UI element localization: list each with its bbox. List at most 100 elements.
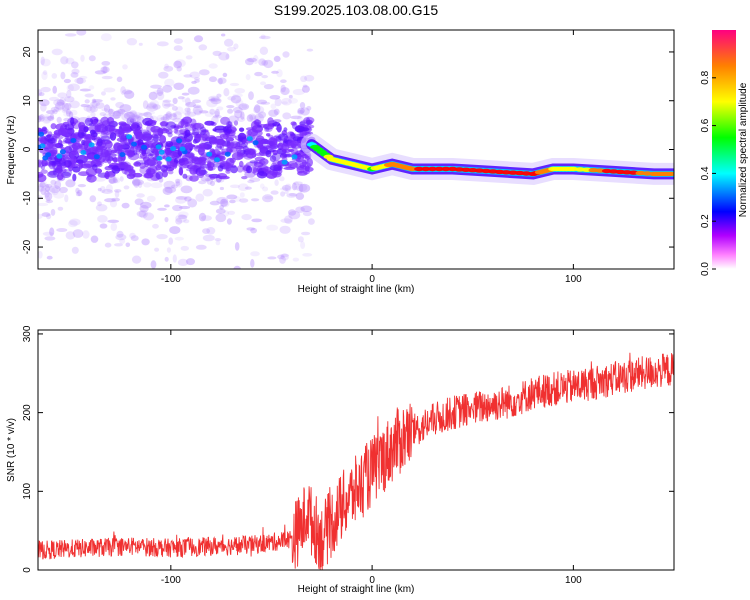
spectral-blob (49, 227, 55, 237)
spectral-blob (59, 186, 68, 194)
spectral-blob (246, 10, 257, 16)
spectral-blob (56, 228, 68, 232)
spectral-blob (120, 86, 126, 95)
spectrogram-y-label: Frequency (Hz) (6, 116, 17, 185)
spectral-blob (63, 78, 71, 84)
spectral-blob (228, 115, 239, 123)
spectral-blob (173, 60, 182, 69)
spectral-blob (184, 129, 191, 137)
spectral-blob (101, 108, 108, 112)
spectral-blob (104, 166, 113, 171)
spectral-blob (208, 136, 218, 145)
spectral-blob (163, 65, 174, 72)
spectral-blob (237, 183, 249, 191)
spectral-blob (254, 113, 264, 123)
spectral-blob (183, 74, 193, 78)
spectral-blob (298, 127, 310, 132)
spectral-blob (284, 215, 293, 224)
spectral-blob (157, 207, 167, 211)
spectral-blob (172, 112, 177, 118)
spectral-blob (76, 77, 84, 85)
spectral-blob (246, 165, 252, 174)
spectral-blob (110, 97, 116, 101)
spectral-blob (139, 162, 146, 169)
spectral-blob (145, 111, 156, 115)
spectral-blob (45, 185, 51, 193)
spectral-blob (202, 188, 213, 197)
spectral-blob (177, 258, 189, 266)
spectral-blob (260, 101, 271, 105)
spectral-blob (167, 170, 174, 175)
spectral-blob (144, 172, 154, 179)
spectral-blob (92, 99, 103, 103)
spectral-blob (204, 178, 210, 182)
spectral-blob (39, 182, 46, 188)
spectral-blob (174, 236, 184, 241)
spectral-blob (300, 205, 313, 213)
spectral-blob (76, 30, 87, 36)
spectral-blob (260, 183, 265, 189)
spectral-blob (64, 33, 77, 37)
spectral-blob (121, 89, 133, 95)
spectral-blob (208, 98, 221, 102)
spectral-blob (128, 151, 135, 156)
spectral-blob (126, 38, 138, 46)
spectral-blob (229, 157, 236, 163)
spectral-blob (306, 105, 312, 111)
spectral-blob (124, 90, 135, 99)
spectral-blob (183, 219, 190, 224)
spectral-blob (297, 107, 305, 114)
spectral-blob (181, 92, 190, 96)
spectral-blob (250, 121, 258, 130)
spectral-blob (206, 98, 218, 108)
spectral-blob (199, 165, 205, 170)
spectral-blob (75, 187, 80, 194)
spectral-blob (173, 128, 179, 134)
spectral-blob (245, 74, 251, 81)
spectral-blob (279, 255, 286, 264)
spectral-blob (232, 93, 243, 98)
spectral-blob (209, 76, 217, 83)
spectral-blob (157, 128, 170, 134)
spectral-blob (84, 16, 94, 20)
spectral-blob (86, 104, 93, 109)
spectral-blob (80, 104, 87, 108)
colorbar-ticks: 0.0 0.2 0.4 0.6 0.8 (700, 70, 716, 276)
spectral-peak (38, 131, 45, 137)
spectral-blob (173, 82, 185, 91)
spectral-blob (264, 127, 270, 132)
spectral-blob (164, 78, 175, 87)
spectral-blob (241, 214, 252, 221)
spectral-blob (49, 147, 58, 155)
spectral-blob (258, 111, 267, 119)
spectral-blob (38, 251, 43, 259)
spectral-blob (97, 215, 108, 223)
spectral-blob (187, 198, 198, 208)
spectral-blob (162, 186, 173, 195)
spectral-blob (83, 126, 89, 133)
spectral-blob (85, 167, 97, 177)
spectral-blob (39, 92, 45, 97)
spectral-blob (104, 198, 116, 203)
spectral-blob (218, 175, 230, 180)
spectral-blob (83, 105, 93, 112)
x-tick-label: 0 (369, 274, 375, 285)
spectral-blob (84, 146, 91, 151)
spectral-blob (273, 55, 281, 63)
spectral-blob (156, 91, 165, 101)
spectral-blob (225, 127, 232, 134)
spectral-blob (51, 73, 58, 79)
spectral-blob (189, 152, 194, 161)
spectral-blob (116, 230, 124, 238)
spectral-blob (38, 115, 44, 120)
spectral-blob (295, 192, 305, 200)
spectral-blob (111, 197, 120, 202)
spectral-blob (284, 190, 289, 195)
spectral-blob (144, 162, 149, 168)
spectral-blob (38, 89, 43, 97)
spectral-blob (106, 147, 115, 156)
spectral-blob (229, 140, 240, 149)
spectrogram-x-label: Height of straight line (km) (298, 284, 415, 295)
spectral-blob (217, 165, 224, 172)
spectral-blob (136, 210, 147, 218)
